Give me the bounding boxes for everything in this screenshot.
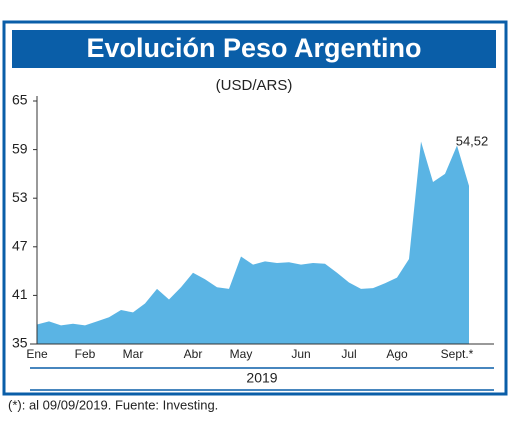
- annotation: 54,52: [456, 133, 489, 148]
- y-tick-label: 59: [12, 140, 28, 156]
- y-tick-label: 47: [12, 238, 28, 254]
- x-tick-label: Ene: [26, 347, 48, 361]
- title-banner: [12, 30, 496, 68]
- x-tick-label: May: [230, 347, 253, 361]
- x-tick-label: Jun: [291, 347, 310, 361]
- chart-title: Evolución Peso Argentino: [86, 33, 421, 63]
- x-axis-label: 2019: [246, 370, 277, 386]
- x-tick-label: Jul: [341, 347, 356, 361]
- area: [37, 141, 469, 344]
- subtitle: (USD/ARS): [216, 77, 293, 94]
- x-tick-label: Sept.*: [441, 347, 474, 361]
- y-tick-label: 41: [12, 286, 28, 302]
- x-tick-label: Abr: [184, 347, 203, 361]
- y-tick-label: 35: [12, 335, 28, 351]
- y-tick-label: 53: [12, 189, 28, 205]
- y-tick-label: 65: [12, 92, 28, 108]
- footnote: (*): al 09/09/2019. Fuente: Investing.: [8, 397, 218, 412]
- x-tick-label: Feb: [75, 347, 96, 361]
- x-tick-label: Mar: [123, 347, 144, 361]
- x-tick-label: Ago: [386, 347, 408, 361]
